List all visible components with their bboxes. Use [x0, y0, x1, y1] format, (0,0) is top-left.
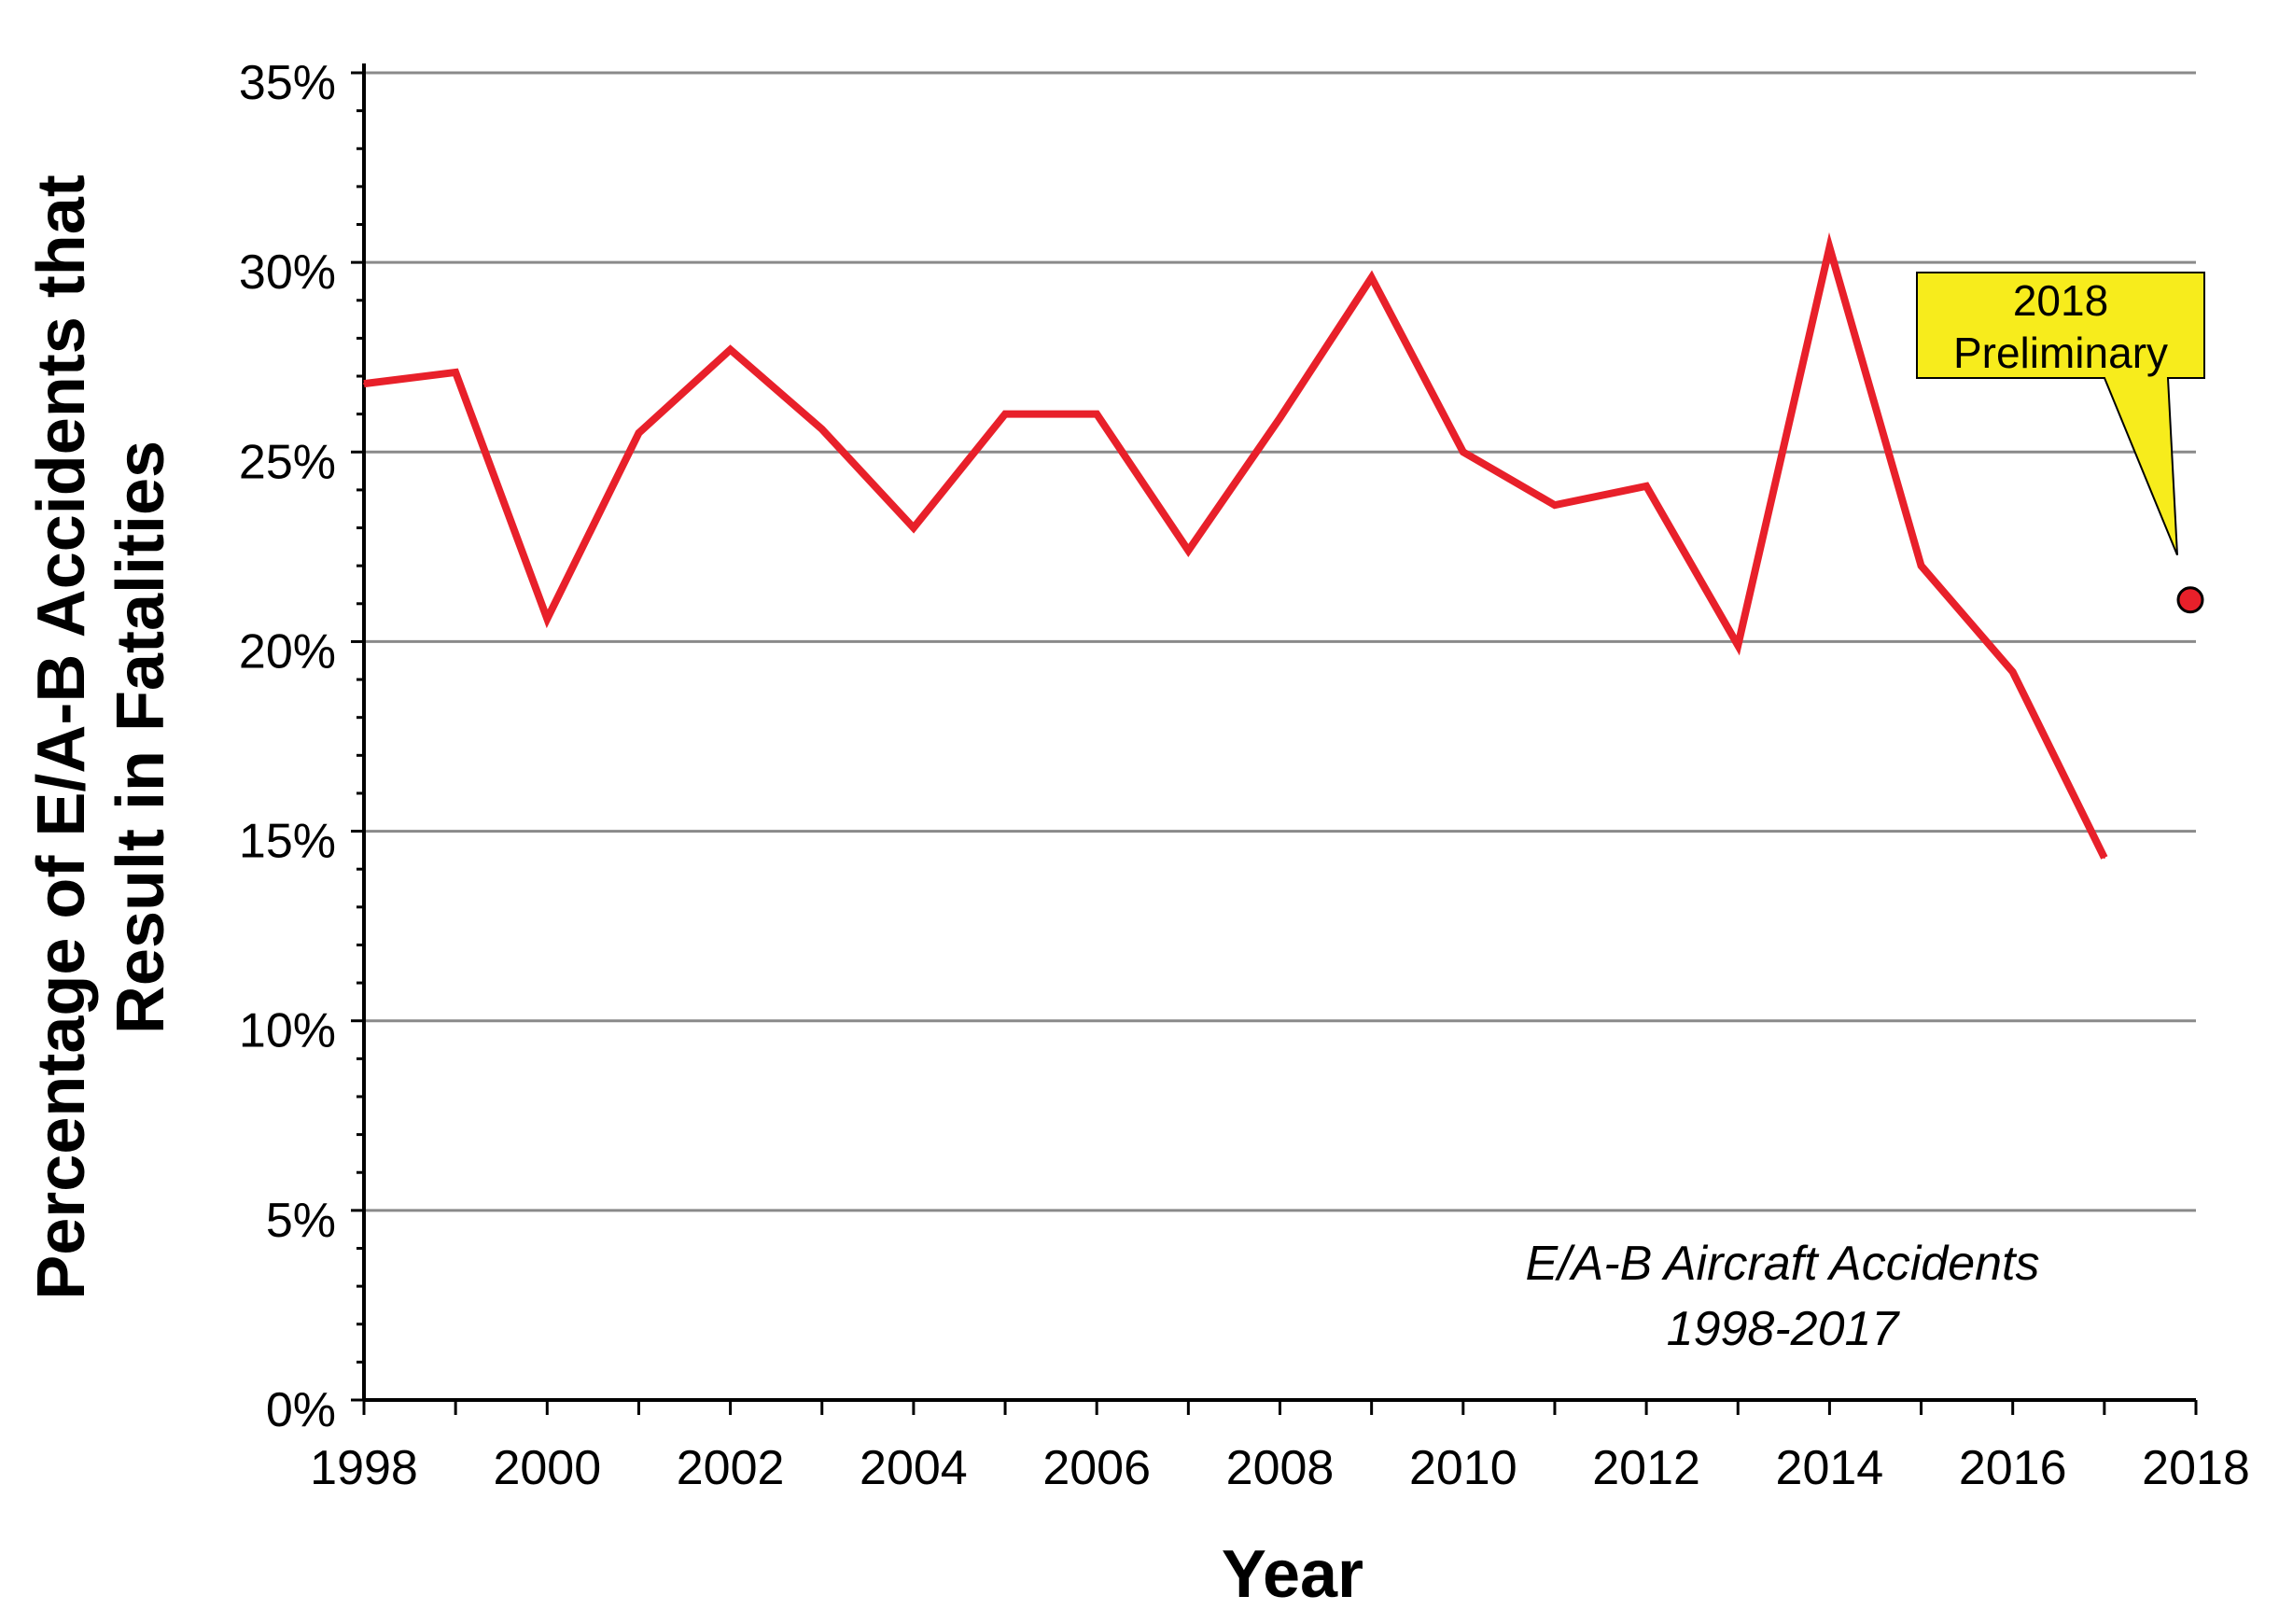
series-line: [363, 231, 2108, 860]
data-point: [2103, 857, 2105, 860]
x-tick-label: 2002: [677, 1441, 785, 1495]
preliminary-callout: 2018 Preliminary: [1916, 272, 2205, 556]
preliminary-point-group: [2176, 586, 2204, 614]
data-point: [363, 383, 365, 385]
data-point: [1920, 565, 1922, 567]
x-tick-label: 2008: [1226, 1441, 1335, 1495]
data-point: [1737, 644, 1740, 647]
data-point: [1004, 413, 1007, 415]
data-point: [1279, 416, 1281, 419]
data-point: [1828, 245, 1831, 248]
data-point: [820, 427, 823, 430]
data-point: [1096, 413, 1098, 415]
x-tick-label: 2006: [1042, 1441, 1151, 1495]
x-tick-label: 2010: [1409, 1441, 1517, 1495]
y-tick-label: 30%: [239, 245, 336, 300]
data-point: [2011, 670, 2014, 673]
y-tick-label: 5%: [266, 1194, 336, 1248]
x-tick-label: 2014: [1776, 1441, 1884, 1495]
data-point: [454, 371, 457, 373]
series-group: [363, 231, 2108, 860]
annotation-line-1: E/A-B Aircraft Accidents: [1526, 1237, 2040, 1291]
x-tick-labels: 1998 2000 2002 2004 2006 2008 2010 2012 2014 2016…: [310, 1441, 2250, 1495]
y-axis-title-line-1: Percentage of E/A-B Accidents that: [24, 175, 99, 1300]
data-point: [1187, 549, 1190, 552]
x-tick-label: 1998: [310, 1441, 418, 1495]
data-point: [1553, 504, 1556, 507]
x-tick-label: 2004: [860, 1441, 968, 1495]
y-tick-label: 10%: [239, 1004, 336, 1058]
callout-box: [1916, 272, 2205, 556]
data-point: [1461, 451, 1464, 454]
y-tick-label: 35%: [239, 56, 336, 110]
x-tick-label: 2000: [493, 1441, 601, 1495]
y-tick-labels: 0% 5% 10% 15% 20% 25% 30% 35%: [239, 56, 336, 1437]
y-tick-label: 0%: [266, 1383, 336, 1437]
data-point: [1645, 484, 1648, 487]
y-axis-title-line-2: Result in Fatalities: [104, 441, 178, 1034]
callout-line-1: 2018: [2013, 276, 2108, 325]
x-axis-title: Year: [1222, 1537, 1363, 1612]
axes: [351, 63, 2198, 1415]
preliminary-point: [2176, 586, 2204, 614]
annotation-line-2: 1998-2017: [1667, 1302, 1901, 1356]
y-tick-label: 25%: [239, 435, 336, 489]
data-point: [729, 348, 732, 351]
y-tick-label: 20%: [239, 624, 336, 679]
x-tick-label: 2018: [2142, 1441, 2250, 1495]
x-tick-label: 2016: [1959, 1441, 2067, 1495]
gridlines: [364, 71, 2196, 1212]
data-point: [912, 526, 915, 529]
y-tick-label: 15%: [239, 815, 336, 869]
data-point: [546, 618, 549, 621]
callout-line-2: Preliminary: [1953, 329, 2168, 377]
data-point: [1370, 276, 1373, 279]
data-point: [637, 431, 640, 434]
x-tick-label: 2012: [1592, 1441, 1700, 1495]
